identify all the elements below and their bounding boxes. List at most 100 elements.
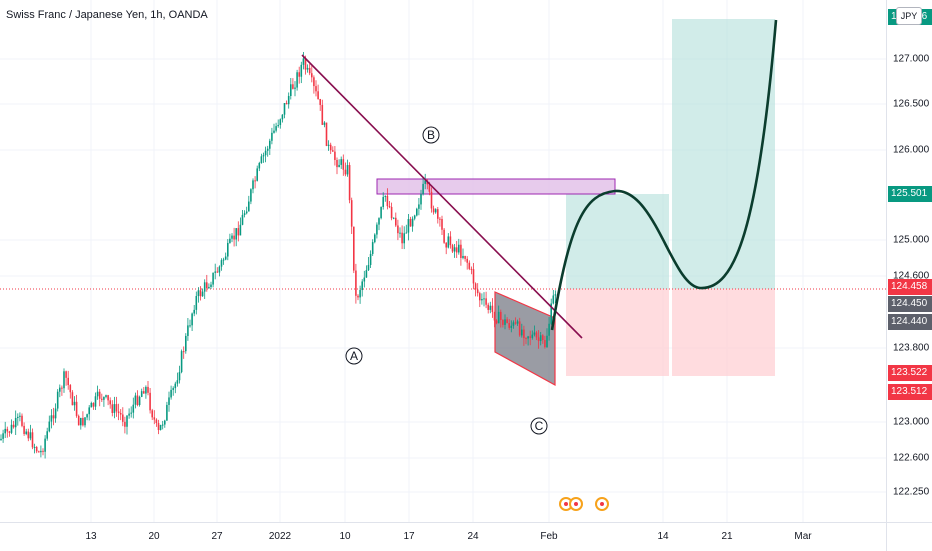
candle-body (31, 432, 34, 448)
candle-body (529, 336, 531, 338)
time-scale[interactable]: 13 20 27 2022 10 17 24 Feb 14 21 Mar (0, 522, 886, 551)
candle-body (350, 200, 353, 227)
candle-body (290, 84, 292, 97)
candle-body (506, 319, 508, 324)
candle-body (369, 253, 372, 265)
long-position-target-1[interactable] (566, 194, 669, 289)
candle-body (346, 165, 349, 175)
candle-body (487, 304, 489, 310)
candle-body (386, 195, 389, 207)
candle-body (273, 130, 275, 133)
price-tag: 124.440 (888, 314, 932, 330)
candle-body (302, 58, 305, 65)
candle-body (0, 438, 2, 440)
candle-body (115, 404, 118, 412)
candle-body (434, 209, 437, 213)
candle-body (462, 255, 464, 258)
candle-body (233, 235, 235, 240)
candle-body (17, 416, 19, 419)
resistance-zone[interactable] (376, 178, 616, 195)
price-scale[interactable]: 127.000 126.500 126.000 125.000 124.600 123.8… (886, 0, 932, 522)
candle-body (245, 211, 248, 214)
economic-event-icon[interactable] (595, 497, 609, 511)
candle-body (315, 86, 317, 92)
candle-body (143, 391, 145, 394)
candle-body (411, 218, 414, 227)
descending-trendline[interactable] (301, 54, 583, 339)
price-chart[interactable]: A B C (0, 0, 886, 522)
candle-body (504, 319, 506, 325)
candle-body (329, 144, 332, 151)
candle-body (334, 151, 336, 160)
currency-badge[interactable]: JPY (896, 7, 922, 25)
candle-body (451, 245, 454, 252)
candle-body (153, 417, 156, 420)
candle-body (535, 332, 538, 338)
candle-body (407, 219, 410, 233)
candle-body (371, 242, 374, 254)
economic-event-icon[interactable] (569, 497, 583, 511)
bull-flag-channel[interactable] (494, 291, 556, 387)
price-tag: 124.458 (888, 279, 932, 295)
projection-path[interactable] (550, 19, 778, 331)
candle-body (50, 415, 53, 422)
candle-body (439, 218, 441, 220)
candle-body (107, 395, 109, 401)
candle-body (77, 415, 80, 426)
candle-body (296, 72, 298, 88)
candle-body (140, 391, 143, 397)
candle-body (428, 184, 431, 192)
candle-body (35, 446, 38, 452)
price-tick-label: 126.000 (893, 144, 930, 156)
candle-body (109, 400, 111, 405)
candle-body (61, 387, 63, 389)
price-tag: 123.522 (888, 365, 932, 381)
candle-body (390, 206, 393, 219)
wave-label-c[interactable]: C (530, 417, 548, 435)
candle-body (518, 321, 521, 336)
candle-body (321, 104, 324, 125)
candle-body (382, 196, 384, 207)
candle-body (96, 391, 99, 397)
long-position-target-2[interactable] (672, 19, 775, 289)
candle-body (222, 259, 225, 261)
chart-pane[interactable]: A B C Swiss Franc / Japanese Yen, 1h, OA… (0, 0, 886, 522)
candle-body (285, 103, 288, 105)
candle-body (317, 91, 319, 100)
candle-body (168, 397, 170, 405)
time-tick-label: 24 (467, 531, 479, 542)
long-position-stop-1[interactable] (566, 289, 669, 376)
candle-body (298, 72, 300, 77)
candle-body (409, 219, 412, 227)
candle-body (392, 217, 395, 219)
candle-body (489, 305, 492, 310)
candle-body (269, 140, 271, 149)
candle-body (224, 256, 227, 260)
candle-body (527, 336, 529, 339)
candle-body (124, 421, 126, 427)
candle-body (170, 389, 172, 398)
candle-body (294, 87, 296, 89)
candle-body (191, 313, 193, 326)
candle-body (376, 224, 378, 235)
candle-body (128, 413, 130, 416)
candle-body (134, 395, 137, 405)
long-position-stop-2[interactable] (672, 289, 775, 376)
wave-label-b[interactable]: B (422, 126, 440, 144)
candle-body (23, 425, 25, 434)
candle-body (195, 296, 198, 310)
candle-body (544, 340, 546, 348)
candle-body (500, 311, 502, 320)
candle-body (481, 298, 483, 301)
candle-body (63, 371, 65, 389)
candle-body (130, 412, 132, 414)
candle-body (182, 351, 185, 353)
candle-body (29, 432, 32, 439)
candle-body (92, 402, 95, 407)
wave-label-a[interactable]: A (345, 347, 363, 365)
symbol-title[interactable]: Swiss Franc / Japanese Yen, 1h, OANDA (6, 9, 208, 21)
candle-body (380, 206, 382, 219)
candle-body (14, 418, 17, 428)
candle-body (88, 407, 90, 415)
candle-body (458, 244, 460, 253)
